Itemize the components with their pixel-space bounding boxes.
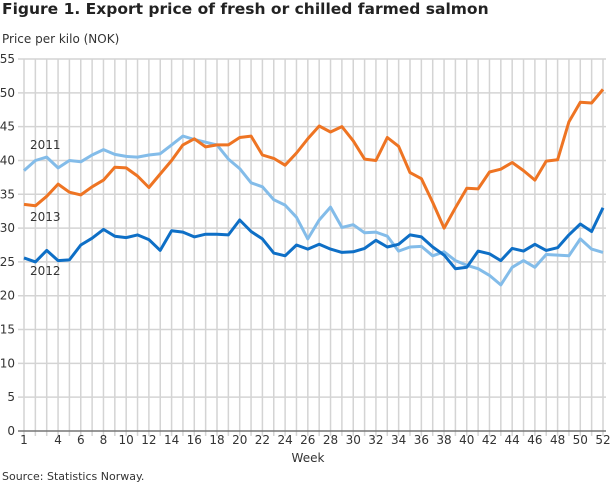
x-tick-label: 6 (77, 433, 85, 447)
series-line-2011 (23, 134, 604, 287)
y-tick-label: 30 (0, 221, 15, 235)
x-tick-label: 1 (20, 433, 28, 447)
x-tick-label: 10 (119, 433, 134, 447)
x-tick-label: 50 (573, 433, 588, 447)
x-tick-label: 18 (209, 433, 224, 447)
x-tick-label: 22 (255, 433, 270, 447)
y-tick-label: 10 (0, 356, 15, 370)
x-tick-label: 38 (436, 433, 451, 447)
x-tick-label: 4 (54, 433, 62, 447)
x-tick-label: 16 (187, 433, 202, 447)
series-label-2012: 2012 (30, 264, 61, 278)
series-label-2013: 2013 (30, 210, 61, 224)
chart-title: Figure 1. Export price of fresh or chill… (2, 0, 489, 18)
y-tick-label: 45 (0, 120, 15, 134)
x-tick-label: 48 (550, 433, 565, 447)
x-tick-label: 52 (595, 433, 610, 447)
x-axis-label: Week (292, 451, 325, 465)
y-axis-label: Price per kilo (NOK) (2, 32, 120, 46)
x-tick-label: 12 (141, 433, 156, 447)
y-tick-label: 25 (0, 255, 15, 269)
x-tick-label: 44 (505, 433, 520, 447)
series-label-2011: 2011 (30, 138, 61, 152)
x-tick-label: 8 (100, 433, 108, 447)
x-tick-label: 30 (346, 433, 361, 447)
x-tick-label: 20 (232, 433, 247, 447)
source-note: Source: Statistics Norway. (2, 470, 145, 483)
x-tick-label: 46 (527, 433, 542, 447)
y-tick-label: 40 (0, 153, 15, 167)
x-tick-label: 36 (414, 433, 429, 447)
y-tick-label: 20 (0, 289, 15, 303)
y-tick-label: 50 (0, 86, 15, 100)
y-tick-label: 5 (7, 390, 15, 404)
x-tick-label: 26 (300, 433, 315, 447)
y-tick-label: 55 (0, 52, 15, 66)
y-tick-label: 0 (7, 424, 15, 438)
x-tick-label: 32 (368, 433, 383, 447)
x-tick-label: 24 (277, 433, 292, 447)
series-line-2012 (23, 207, 605, 271)
x-tick-label: 34 (391, 433, 406, 447)
series-line-2013 (23, 88, 605, 230)
x-tick-label: 14 (164, 433, 179, 447)
x-tick-label: 42 (482, 433, 497, 447)
x-tick-label: 28 (323, 433, 338, 447)
x-tick-label: 40 (459, 433, 474, 447)
y-tick-label: 35 (0, 187, 15, 201)
y-tick-label: 15 (0, 323, 15, 337)
